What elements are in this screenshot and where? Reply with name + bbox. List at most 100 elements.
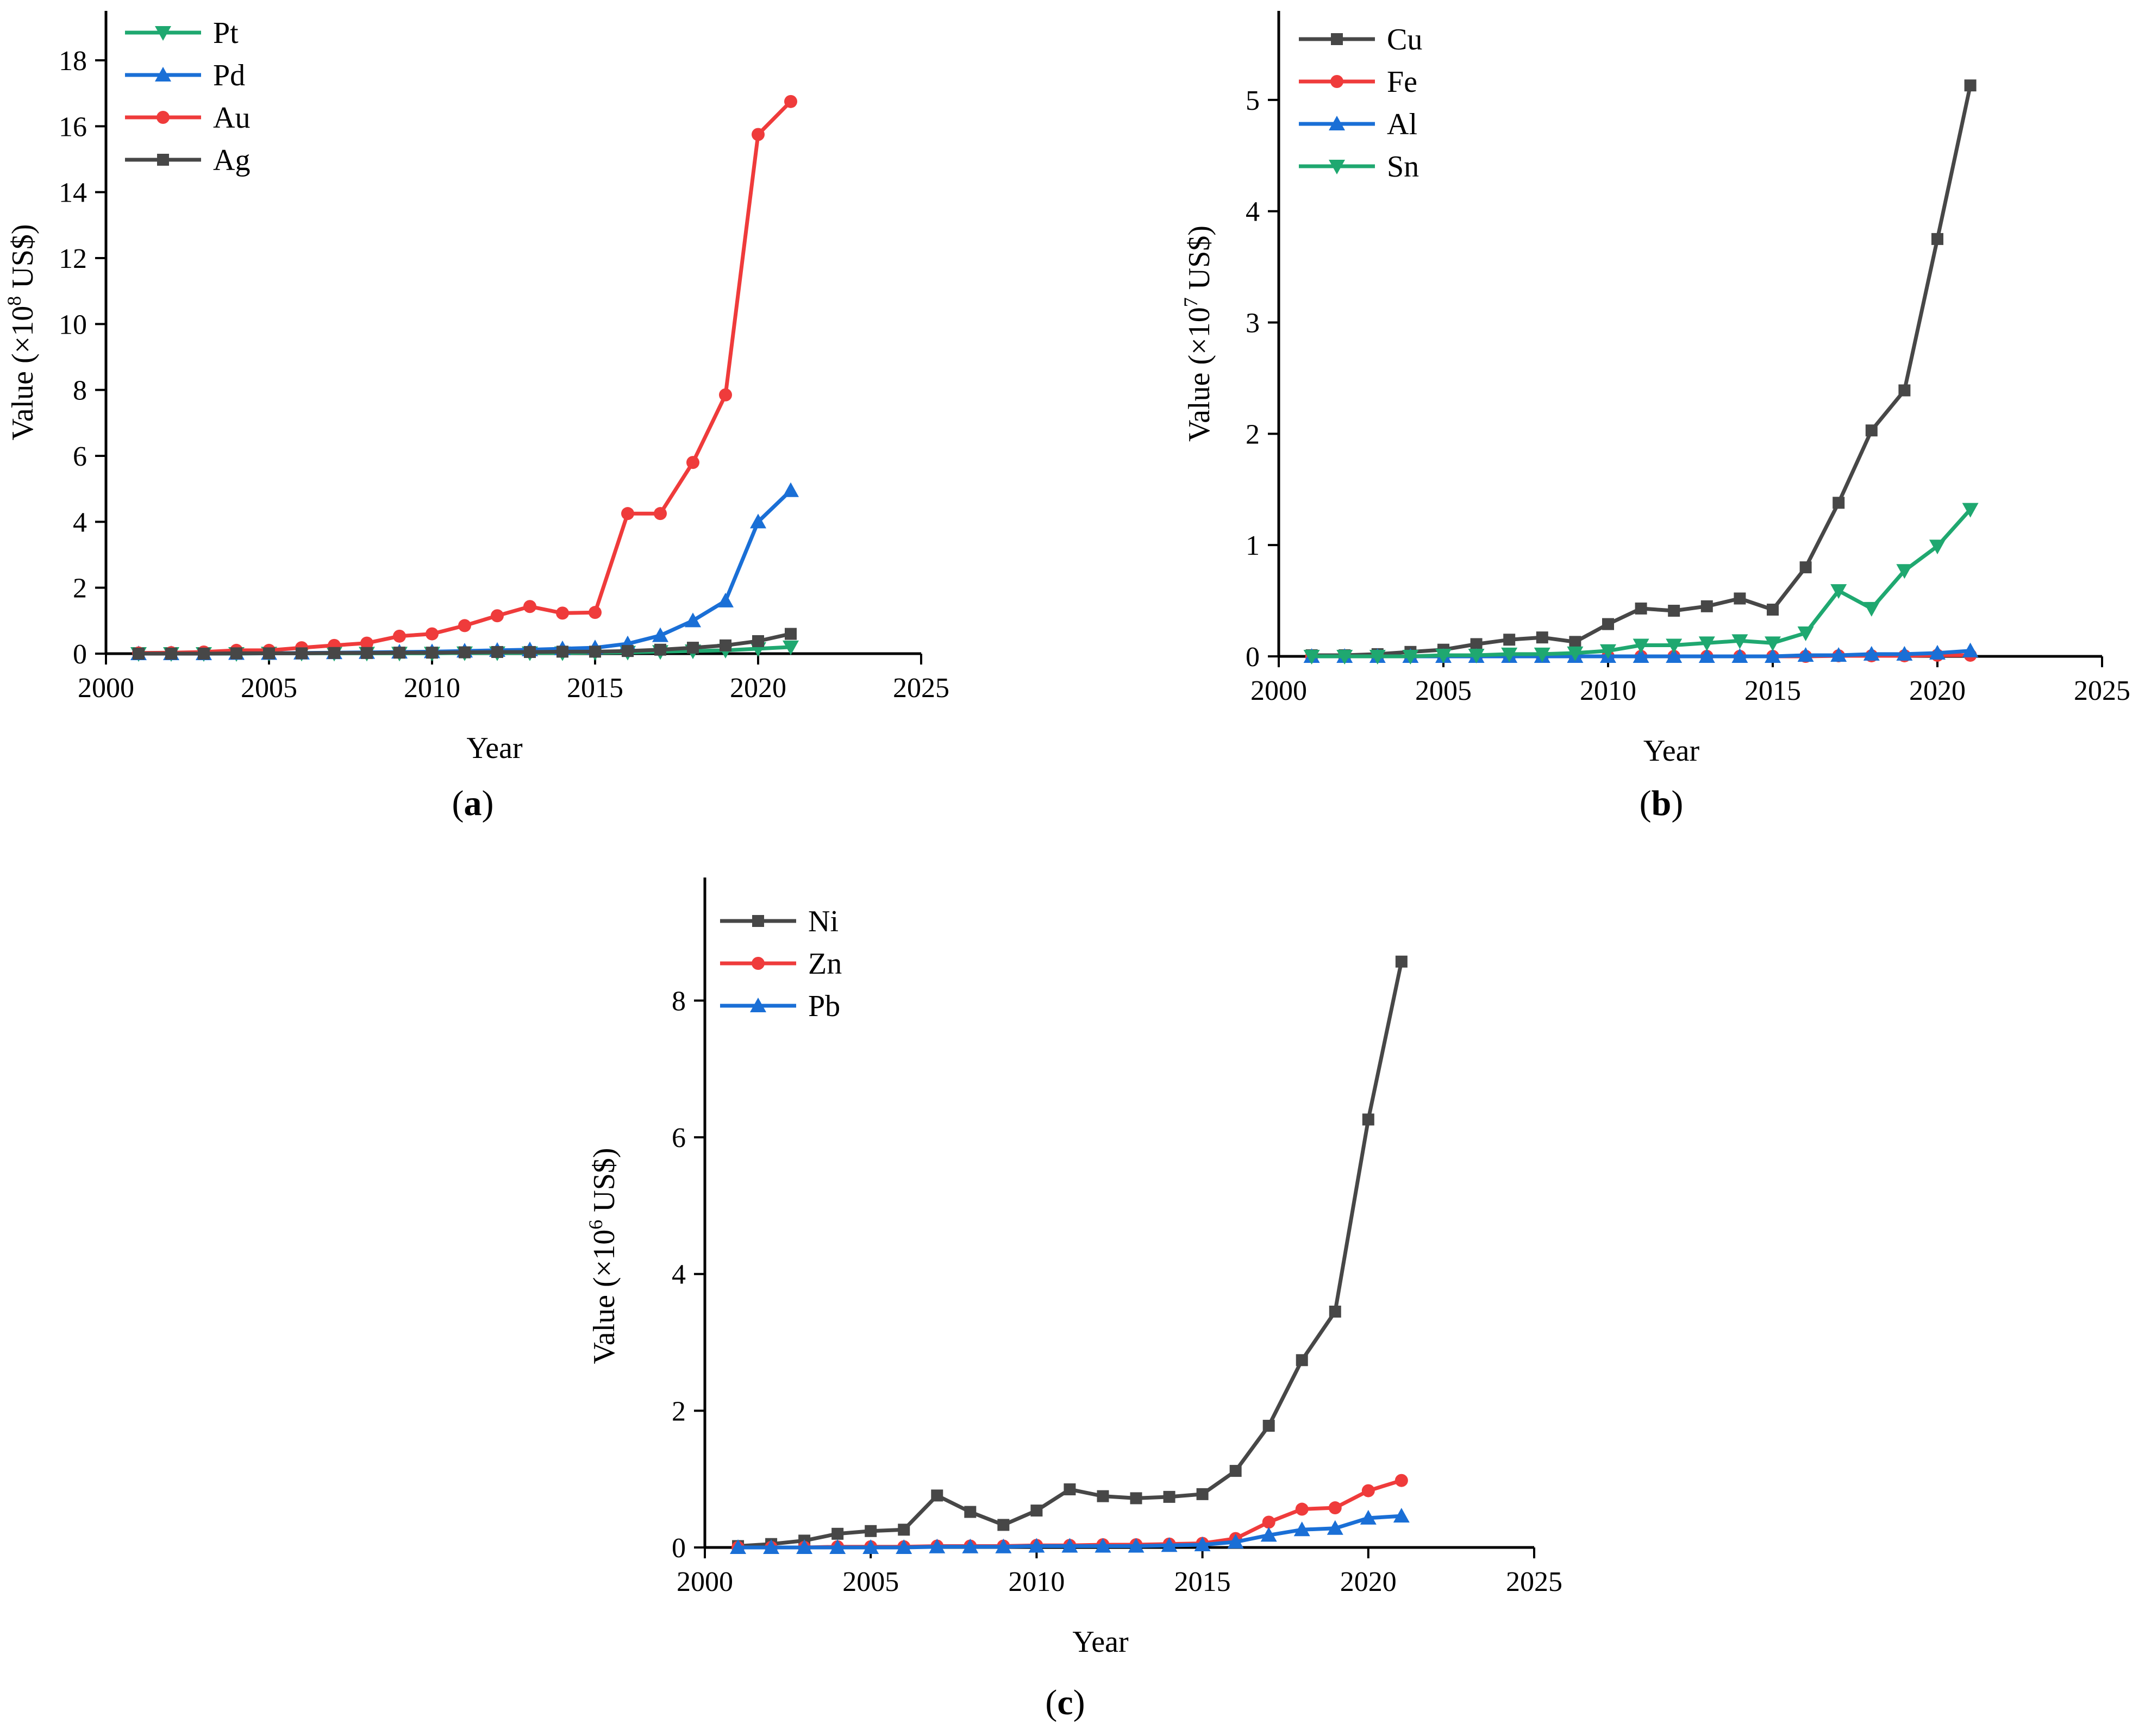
y-tick-label: 2 <box>1246 419 1260 450</box>
data-point-Pb <box>796 1539 813 1554</box>
legend-label-Ni: Ni <box>808 905 839 938</box>
data-point-Ag <box>328 647 340 659</box>
data-point-Ag <box>785 628 797 640</box>
series-line-Ni <box>737 961 1404 1548</box>
data-point-Au <box>523 600 536 613</box>
legend-label-Cu: Cu <box>1387 23 1422 57</box>
series-line-Sn <box>1311 508 1972 659</box>
data-point-Pb <box>1161 1537 1178 1552</box>
data-point-Pb <box>1227 1533 1244 1549</box>
data-point-Ag <box>491 645 503 658</box>
data-point-Sn <box>1863 601 1880 617</box>
y-tick-label: 6 <box>672 1123 686 1154</box>
data-point-Cu <box>1931 233 1943 245</box>
legend-label-Zn: Zn <box>808 947 842 981</box>
panel-label-a: (a) <box>452 784 494 823</box>
legend-marker-Pt <box>155 26 171 41</box>
series-line-Au <box>138 100 792 655</box>
data-point-Sn <box>1797 626 1814 641</box>
legend-marker-Au <box>157 111 170 124</box>
y-tick-label: 6 <box>73 441 87 472</box>
data-point-Ni <box>1064 1483 1076 1496</box>
data-point-Au <box>426 627 439 641</box>
data-point-Pb <box>730 1539 747 1554</box>
legend-marker-Cu <box>1331 33 1343 45</box>
x-tick-label: 2000 <box>1250 675 1307 706</box>
data-point-Au <box>556 606 569 620</box>
data-point-Ag <box>654 643 666 656</box>
data-point-Ag <box>165 648 177 660</box>
y-tick-label: 10 <box>59 309 87 340</box>
data-point-Pd <box>750 513 766 529</box>
data-point-Ag <box>263 647 275 660</box>
legend-label-Ag: Ag <box>213 143 250 177</box>
data-point-Cu <box>1602 618 1614 630</box>
data-point-Al <box>1765 648 1781 663</box>
data-point-Ni <box>1196 1488 1209 1500</box>
data-point-Au <box>393 629 406 643</box>
data-point-Pb <box>1260 1527 1277 1542</box>
data-point-Ag <box>198 648 210 660</box>
data-point-Ni <box>1395 955 1408 968</box>
data-point-Sn <box>1402 650 1419 665</box>
data-point-Sn <box>1765 636 1781 651</box>
data-point-Sn <box>1830 584 1847 599</box>
y-tick-label: 0 <box>73 639 87 670</box>
data-point-Ni <box>931 1489 943 1502</box>
data-point-Au <box>686 456 699 469</box>
legend-marker-Pd <box>155 67 171 82</box>
data-point-Ni <box>1329 1305 1341 1318</box>
data-point-Ni <box>865 1525 877 1537</box>
data-point-Ni <box>831 1527 844 1540</box>
data-point-Pb <box>962 1538 979 1553</box>
legend-label-Sn: Sn <box>1387 150 1419 184</box>
x-tick-label: 2015 <box>1744 675 1801 706</box>
data-point-Pd <box>685 612 701 628</box>
data-point-Al <box>1962 642 1979 657</box>
data-point-Ag <box>622 645 634 657</box>
data-point-Sn <box>1929 540 1946 555</box>
data-point-Pb <box>1095 1538 1111 1553</box>
data-point-Al <box>1896 645 1913 661</box>
data-point-Pb <box>1293 1521 1310 1537</box>
x-tick-label: 2025 <box>1506 1566 1562 1597</box>
x-tick-label: 2005 <box>241 673 297 704</box>
data-point-Pb <box>896 1539 912 1554</box>
data-point-Au <box>719 388 732 402</box>
legend-marker-Zn <box>752 957 765 970</box>
data-point-Al <box>1666 648 1683 663</box>
data-point-Al <box>1863 645 1880 661</box>
panel-label-b: (b) <box>1640 784 1684 823</box>
data-point-Pb <box>995 1538 1012 1553</box>
legend-marker-Pb <box>750 998 766 1012</box>
data-point-Zn <box>1394 1474 1408 1487</box>
data-point-Cu <box>1833 497 1845 509</box>
data-point-Cu <box>1569 636 1581 648</box>
y-tick-label: 4 <box>672 1259 686 1290</box>
legend-label-Au: Au <box>213 101 250 135</box>
data-point-Ag <box>426 647 438 659</box>
data-point-Cu <box>1767 603 1779 616</box>
x-tick-label: 2010 <box>1580 675 1636 706</box>
y-axis-title: Value (×106 US$) <box>585 1148 621 1364</box>
data-point-Cu <box>1734 592 1746 605</box>
data-point-Ag <box>556 645 568 658</box>
data-point-Ag <box>393 647 405 659</box>
data-point-Ag <box>752 635 764 647</box>
x-tick-label: 2020 <box>1340 1566 1397 1597</box>
data-point-Al <box>1698 648 1715 663</box>
data-point-Ni <box>1229 1465 1242 1477</box>
data-point-Ni <box>997 1519 1010 1531</box>
x-tick-label: 2020 <box>1909 675 1966 706</box>
legend-label-Fe: Fe <box>1387 65 1417 99</box>
data-point-Sn <box>1633 638 1649 654</box>
data-point-Pb <box>1393 1508 1410 1523</box>
data-point-Ni <box>1163 1490 1175 1503</box>
data-point-Au <box>458 619 471 632</box>
data-point-Cu <box>1799 561 1812 574</box>
x-axis-title: Year <box>466 731 523 765</box>
data-point-Al <box>1830 647 1847 662</box>
data-point-Ag <box>524 645 536 658</box>
data-point-Cu <box>1503 634 1516 646</box>
